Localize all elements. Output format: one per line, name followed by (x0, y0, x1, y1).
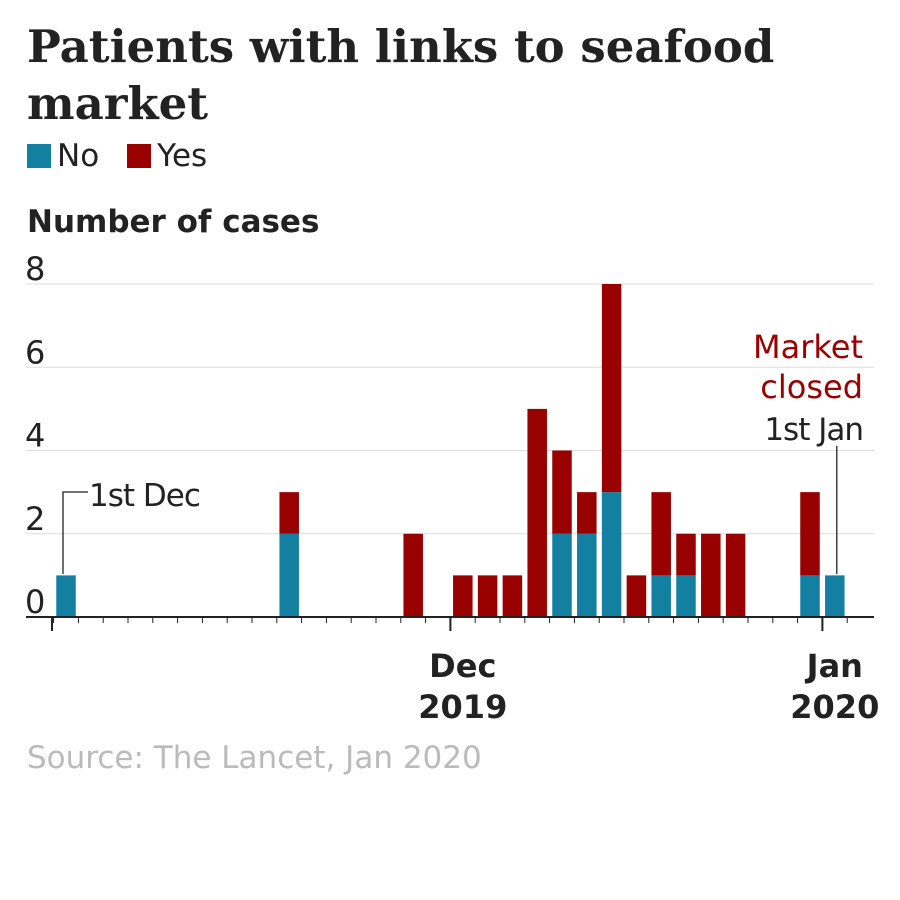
chart-title: Patients with links to seafood market (27, 20, 775, 130)
y-tick-label-8: 8 (25, 250, 45, 288)
bar-yes-2019-12-17 (453, 575, 473, 617)
bar-yes-2019-12-20 (527, 408, 547, 617)
annotation-label-end: 1st Jan (764, 412, 863, 448)
x-tick-label-month-1: Jan (805, 647, 863, 685)
bar-yes-2019-12-25 (651, 492, 671, 576)
bar-yes-2019-12-26 (676, 533, 696, 576)
y-tick-label-2: 2 (25, 500, 45, 538)
annotation-leader-start (62, 491, 88, 574)
bar-no-2019-12-26 (676, 575, 696, 617)
bar-no-2019-12-31 (800, 575, 820, 617)
bar-yes-2019-12-27 (701, 533, 721, 617)
chart-legend: No Yes (27, 136, 235, 176)
legend-label-no: No (57, 138, 100, 174)
bar-yes-2019-12-24 (626, 575, 647, 617)
bar-yes-2019-12-22 (577, 492, 597, 534)
bar-yes-2019-12-19 (502, 575, 523, 617)
annotation-label-market-line1: Market (753, 328, 863, 366)
bar-no-2019-12-23 (601, 492, 622, 617)
y-tick-label-4: 4 (25, 417, 45, 455)
bar-no-2019-12-25 (651, 575, 671, 617)
legend-label-yes: Yes (157, 138, 208, 174)
annotation-label-start: 1st Dec (89, 478, 200, 514)
bar-yes-2019-12-28 (725, 533, 746, 617)
legend-item-yes: Yes (127, 138, 207, 174)
legend-item-no: No (27, 138, 99, 174)
bar-yes-2019-12-10 (279, 492, 299, 534)
x-tick-label-month-0: Dec (429, 647, 496, 685)
annotation-label-market-line2: closed (760, 368, 863, 406)
legend-swatch-yes (127, 144, 152, 168)
x-tick-label-year-1: 2020 (790, 688, 879, 726)
bar-yes-2019-12-31 (800, 492, 820, 576)
source-note: Source: The Lancet, Jan 2020 (27, 740, 482, 776)
bar-no-2019-12-10 (279, 533, 299, 617)
bar-no-2019-12-21 (552, 533, 572, 617)
bar-no-2019-12-22 (577, 533, 597, 617)
bar-yes-2019-12-23 (601, 284, 622, 493)
bar-yes-2019-12-15 (403, 533, 423, 617)
legend-swatch-no (27, 144, 51, 168)
bar-yes-2019-12-21 (552, 450, 572, 534)
y-tick-label-6: 6 (25, 333, 45, 371)
x-tick-label-year-0: 2019 (418, 688, 507, 726)
bar-yes-2019-12-18 (477, 575, 498, 617)
y-tick-label-0: 0 (25, 583, 45, 621)
bar-no-2019-12-01 (56, 575, 76, 617)
bar-no-2020-01-01 (825, 575, 845, 617)
y-axis-label: Number of cases (27, 204, 320, 240)
